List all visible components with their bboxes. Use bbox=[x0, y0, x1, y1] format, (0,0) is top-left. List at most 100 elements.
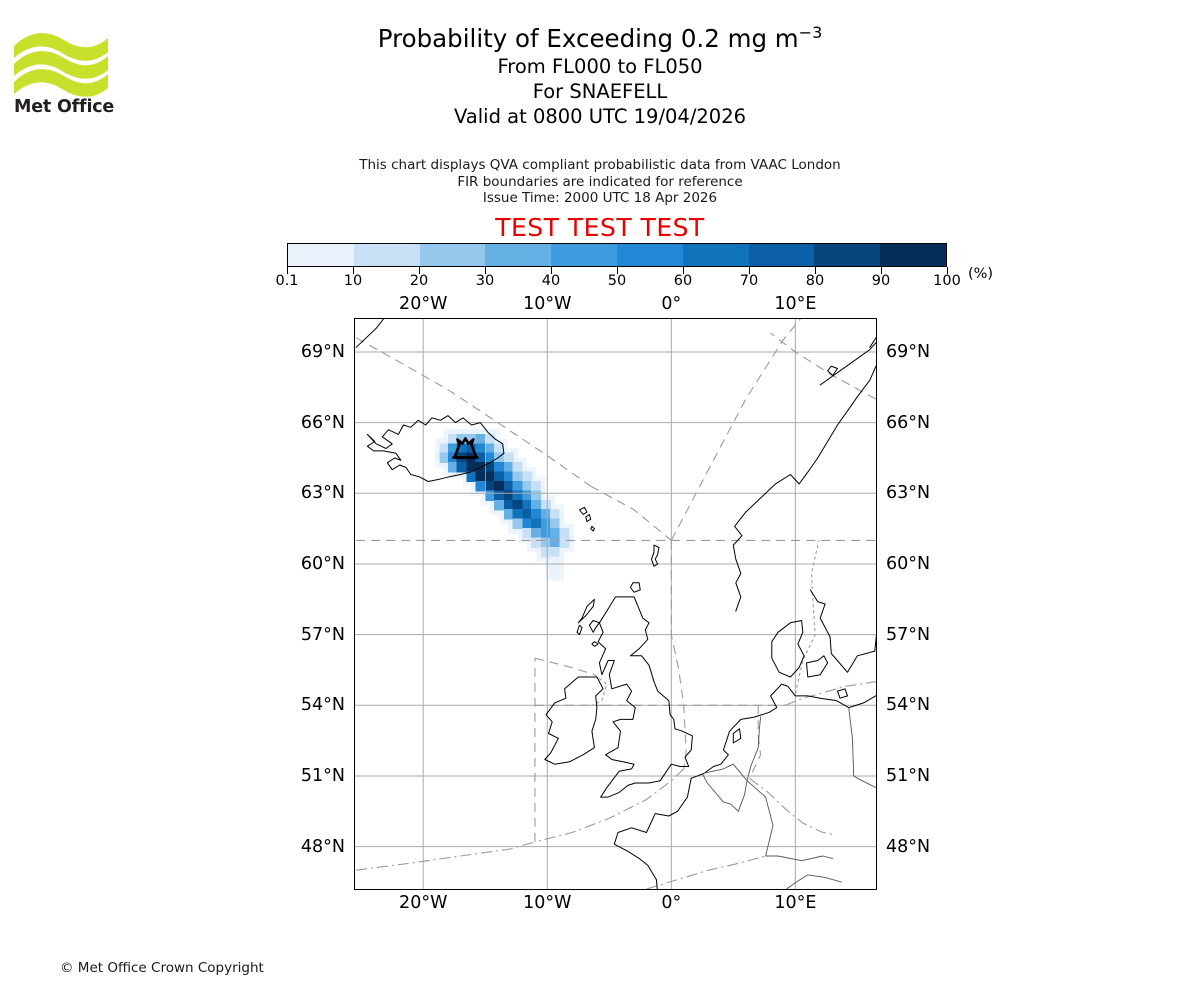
coastline-path bbox=[732, 728, 742, 744]
coastline-path bbox=[577, 598, 595, 624]
probability-cell bbox=[503, 490, 514, 501]
lat-tick-label-left: 48°N bbox=[300, 836, 345, 857]
coastline-path bbox=[827, 365, 838, 376]
probability-cell bbox=[541, 528, 551, 539]
colorbar-segment-1 bbox=[353, 244, 420, 266]
note-fir: FIR boundaries are indicated for referen… bbox=[457, 173, 743, 190]
probability-cell bbox=[439, 443, 450, 454]
probability-cell bbox=[493, 452, 504, 464]
lon-tick-label-top: 0° bbox=[661, 294, 682, 314]
probability-cell bbox=[559, 528, 570, 539]
lon-tick-label-bottom: 10°E bbox=[774, 893, 817, 913]
probability-cell bbox=[456, 433, 467, 445]
lat-tick-label-right: 60°N bbox=[886, 553, 931, 574]
probability-cell bbox=[493, 443, 504, 454]
note-issue-time: Issue Time: 2000 UTC 18 Apr 2026 bbox=[482, 190, 718, 206]
colorbar-tick bbox=[419, 267, 421, 274]
probability-cell bbox=[466, 462, 477, 473]
probability-cell bbox=[541, 546, 551, 558]
lon-tick-label-top: 10°E bbox=[774, 294, 817, 314]
coastline-path bbox=[837, 688, 848, 699]
probability-cell bbox=[522, 471, 533, 483]
colorbar-unit-label: (%) bbox=[968, 266, 994, 282]
probability-cell bbox=[522, 528, 533, 539]
coastline-path bbox=[544, 676, 604, 765]
map-gridlines bbox=[355, 319, 876, 889]
coastline-path bbox=[732, 365, 876, 612]
probability-cell bbox=[456, 443, 467, 454]
coastline-path bbox=[629, 582, 641, 593]
probability-cell bbox=[512, 480, 523, 492]
probability-cell bbox=[522, 480, 533, 492]
coastlines bbox=[355, 319, 876, 889]
coastline-path bbox=[591, 641, 599, 647]
probability-raster bbox=[435, 429, 574, 581]
lat-tick-label-left: 69°N bbox=[300, 341, 345, 362]
probability-cell bbox=[549, 509, 560, 520]
probability-cell bbox=[485, 433, 496, 445]
probability-cell bbox=[503, 509, 514, 520]
probability-cell bbox=[448, 433, 458, 445]
probability-cell bbox=[549, 537, 560, 549]
lat-tick-label-right: 48°N bbox=[886, 836, 931, 857]
coastline-path bbox=[579, 506, 588, 515]
fir-boundary-path bbox=[785, 681, 876, 706]
probability-cell bbox=[531, 528, 542, 539]
page-title-text: Probability of Exceeding 0.2 mg m bbox=[377, 24, 799, 53]
page-title: Probability of Exceeding 0.2 mg m−3 bbox=[0, 24, 1200, 54]
colorbar-tick bbox=[617, 267, 619, 274]
fir-boundary-path bbox=[646, 855, 766, 889]
colorbar-gradient bbox=[287, 243, 947, 267]
probability-cell bbox=[493, 471, 504, 483]
lat-tick-label-left: 63°N bbox=[300, 483, 345, 504]
probability-cell bbox=[549, 565, 560, 577]
probability-cell bbox=[531, 537, 542, 549]
probability-cell bbox=[485, 452, 496, 464]
met-office-logo: Met Office bbox=[12, 22, 122, 114]
colorbar-tick bbox=[551, 267, 553, 274]
lat-tick-label-left: 51°N bbox=[300, 765, 345, 786]
lat-tick-label-left: 54°N bbox=[300, 695, 345, 716]
colorbar-tick-label: 50 bbox=[607, 273, 627, 289]
probability-cell bbox=[475, 433, 486, 445]
probability-cell bbox=[466, 471, 477, 483]
note-qva: This chart displays QVA compliant probab… bbox=[359, 157, 841, 173]
test-banner: TEST TEST TEST bbox=[495, 213, 705, 242]
volcano-symbol bbox=[452, 437, 479, 459]
coastline-path bbox=[690, 683, 876, 779]
probability-cell bbox=[485, 490, 496, 501]
coastline-path bbox=[809, 589, 876, 673]
colorbar-tick bbox=[947, 267, 949, 274]
coastline-path bbox=[366, 415, 505, 482]
map-plot-area[interactable] bbox=[354, 318, 877, 890]
probability-cell bbox=[541, 499, 551, 511]
lat-tick-label-right: 54°N bbox=[886, 695, 931, 716]
lat-tick-label-right: 57°N bbox=[886, 624, 931, 645]
colorbar-segment-0 bbox=[288, 244, 354, 266]
probability-cell bbox=[503, 471, 514, 483]
fir-boundary-path bbox=[770, 332, 876, 400]
colorbar-segment-5 bbox=[616, 244, 683, 266]
colorbar-tick-label: 20 bbox=[409, 273, 429, 289]
map-canvas bbox=[355, 319, 876, 889]
coastline-path bbox=[355, 319, 384, 348]
fir-boundaries bbox=[355, 319, 876, 889]
probability-cell bbox=[541, 509, 551, 520]
probability-cell bbox=[512, 462, 523, 473]
probability-cell bbox=[493, 480, 504, 492]
colorbar-segment-9 bbox=[880, 244, 946, 266]
probability-cell bbox=[485, 462, 496, 473]
probability-cell bbox=[512, 518, 523, 530]
lon-tick-label-bottom: 0° bbox=[661, 893, 682, 913]
fir-boundary-path bbox=[534, 768, 685, 843]
colorbar-tick-label: 60 bbox=[673, 273, 693, 289]
chart-notes: This chart displays QVA compliant probab… bbox=[0, 157, 1200, 207]
lat-tick-label-right: 63°N bbox=[886, 483, 931, 504]
colorbar-tick-label: 0.1 bbox=[275, 273, 299, 289]
probability-cell bbox=[475, 452, 486, 464]
subtitle-flight-level: From FL000 to FL050 bbox=[497, 55, 703, 78]
probability-cell bbox=[512, 499, 523, 511]
